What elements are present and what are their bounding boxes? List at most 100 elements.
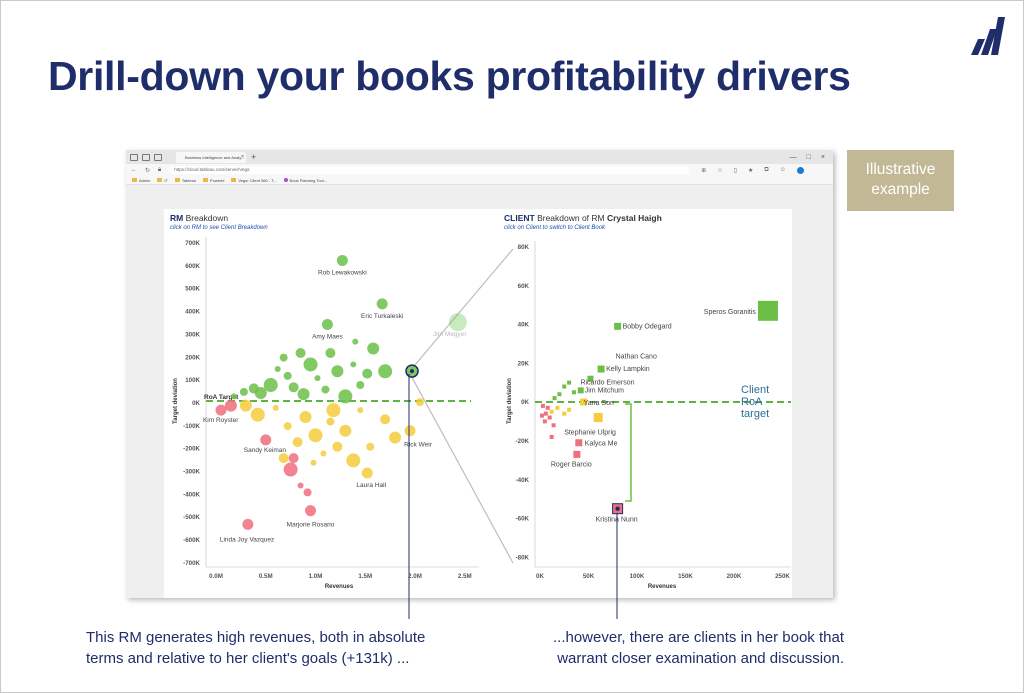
bookmark-vega[interactable]: Vega: Client 360 - T... bbox=[231, 178, 277, 183]
bookmark-tableau[interactable]: Tableau bbox=[174, 178, 196, 183]
rm-point-eric-turkaleski[interactable] bbox=[376, 298, 388, 310]
client-point[interactable] bbox=[552, 396, 557, 401]
close-tab-icon[interactable]: × bbox=[241, 153, 244, 160]
new-tab-icon[interactable]: + bbox=[251, 152, 257, 162]
client-point-stephanie-ulprig[interactable] bbox=[593, 413, 603, 423]
client-point-jim-mitchum[interactable] bbox=[577, 387, 584, 394]
client-point-kalyca-me[interactable] bbox=[575, 439, 583, 447]
client-point-ricardo-emerson[interactable] bbox=[587, 375, 594, 382]
rm-point[interactable] bbox=[389, 431, 402, 444]
rm-point[interactable] bbox=[350, 361, 357, 368]
rm-point[interactable] bbox=[326, 417, 335, 426]
rm-point[interactable] bbox=[239, 399, 252, 412]
client-point[interactable] bbox=[567, 407, 572, 412]
rm-point-amy-maes[interactable] bbox=[321, 318, 333, 330]
rm-point[interactable] bbox=[254, 387, 267, 400]
rm-point[interactable] bbox=[380, 414, 391, 425]
client-point-kelly-lampkin[interactable] bbox=[597, 365, 605, 373]
rm-point[interactable] bbox=[272, 404, 279, 411]
rm-point[interactable] bbox=[239, 387, 248, 396]
rm-point[interactable] bbox=[366, 442, 375, 451]
rm-point[interactable] bbox=[331, 365, 344, 378]
client-point[interactable] bbox=[543, 411, 548, 416]
rm-point[interactable] bbox=[326, 403, 341, 418]
client-point[interactable] bbox=[555, 405, 560, 410]
rm-point[interactable] bbox=[321, 385, 330, 394]
read-aloud-icon[interactable]: ⊕ bbox=[701, 167, 707, 174]
client-point-bobby-odegard[interactable] bbox=[614, 322, 622, 330]
bookmark-book-planning[interactable]: Book Planning Tool... bbox=[283, 178, 327, 183]
bookmark-admin[interactable]: Admin bbox=[132, 178, 150, 183]
rm-point[interactable] bbox=[274, 366, 281, 373]
rm-point[interactable] bbox=[292, 437, 303, 448]
rm-point[interactable] bbox=[250, 407, 265, 422]
client-point[interactable] bbox=[539, 413, 544, 418]
rm-point[interactable] bbox=[415, 398, 424, 407]
rm-point[interactable] bbox=[352, 338, 359, 345]
rm-point[interactable] bbox=[320, 450, 327, 457]
rm-point[interactable] bbox=[332, 441, 343, 452]
rm-point[interactable] bbox=[310, 459, 317, 466]
close-window-icon[interactable]: × bbox=[820, 153, 825, 161]
rm-point[interactable] bbox=[314, 375, 321, 382]
client-point[interactable] bbox=[557, 392, 562, 397]
rm-point-jim-megyer[interactable] bbox=[448, 313, 467, 332]
back-icon[interactable]: ← bbox=[131, 167, 137, 173]
rm-point[interactable] bbox=[299, 410, 312, 423]
profile-icon[interactable] bbox=[130, 153, 138, 161]
rm-point[interactable] bbox=[297, 388, 310, 401]
rm-point[interactable] bbox=[263, 378, 278, 393]
rm-point[interactable] bbox=[224, 399, 237, 412]
client-point[interactable] bbox=[567, 380, 572, 385]
bookmark-it[interactable]: IT bbox=[157, 178, 168, 183]
rm-point[interactable] bbox=[283, 462, 298, 477]
favorites-icon[interactable]: ★ bbox=[747, 167, 754, 174]
client-point[interactable] bbox=[540, 403, 545, 408]
rm-point-marjorie-rosario[interactable] bbox=[305, 505, 317, 517]
rm-point[interactable] bbox=[295, 348, 306, 359]
client-point[interactable] bbox=[549, 409, 554, 414]
rm-point[interactable] bbox=[230, 393, 237, 400]
refresh-icon[interactable]: ↻ bbox=[145, 167, 151, 174]
rm-point-sandy-keiman[interactable] bbox=[260, 434, 272, 446]
client-point[interactable] bbox=[562, 384, 567, 389]
rm-point-laura-hall[interactable] bbox=[361, 467, 373, 479]
rm-point[interactable] bbox=[356, 381, 365, 390]
maximize-icon[interactable]: □ bbox=[806, 153, 811, 161]
client-point[interactable] bbox=[551, 423, 556, 428]
rm-point-kim-royster[interactable] bbox=[215, 404, 227, 416]
profile-avatar-icon[interactable]: ☺ bbox=[779, 166, 786, 173]
rm-point-rob-lewakowski[interactable] bbox=[336, 254, 348, 266]
rm-point[interactable] bbox=[283, 371, 292, 380]
tab-actions-icon[interactable] bbox=[154, 153, 162, 161]
rm-point[interactable] bbox=[325, 348, 336, 359]
rm-point[interactable] bbox=[297, 482, 304, 489]
rm-point[interactable] bbox=[339, 424, 352, 437]
rm-point[interactable] bbox=[303, 488, 312, 497]
rm-point[interactable] bbox=[362, 368, 373, 379]
rm-point-linda-joy-vazquez[interactable] bbox=[242, 518, 254, 530]
client-point[interactable] bbox=[562, 411, 567, 416]
url-field[interactable]: https://cloud.tableau.com/server/Vega bbox=[169, 166, 690, 174]
favorite-icon[interactable]: ☆ bbox=[717, 167, 723, 174]
rm-point[interactable] bbox=[367, 342, 380, 355]
rm-point[interactable] bbox=[288, 453, 299, 464]
client-point[interactable] bbox=[549, 434, 554, 439]
rm-point[interactable] bbox=[288, 382, 299, 393]
minimize-icon[interactable]: — bbox=[789, 153, 797, 161]
collections-icon[interactable]: ⧉ bbox=[764, 166, 769, 173]
rm-point[interactable] bbox=[378, 364, 393, 379]
client-point-yana-sorr[interactable] bbox=[580, 398, 588, 406]
bookmark-powerbi[interactable]: Powerbi bbox=[202, 178, 224, 183]
rm-point[interactable] bbox=[346, 453, 361, 468]
rm-point[interactable] bbox=[303, 357, 318, 372]
rm-point[interactable] bbox=[278, 453, 289, 464]
rm-point[interactable] bbox=[283, 422, 292, 431]
rm-point[interactable] bbox=[338, 389, 353, 404]
rm-point[interactable] bbox=[357, 407, 364, 414]
rm-point[interactable] bbox=[279, 353, 288, 362]
client-point[interactable] bbox=[571, 390, 576, 395]
rm-point[interactable] bbox=[308, 428, 323, 443]
client-point-speros-goranitis[interactable] bbox=[757, 300, 778, 321]
client-point[interactable] bbox=[542, 419, 547, 424]
